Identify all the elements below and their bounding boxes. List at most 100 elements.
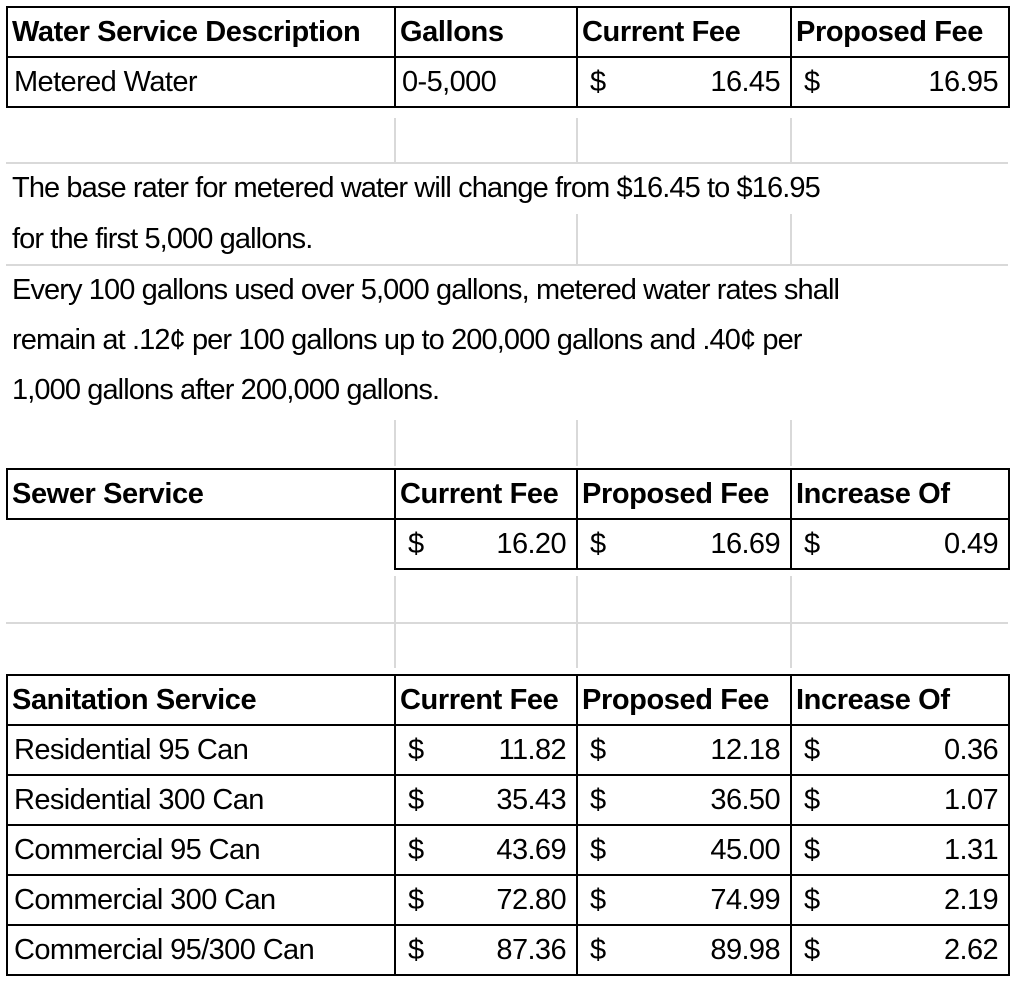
- gridline: [394, 576, 396, 668]
- gridline: [394, 118, 396, 164]
- amount: 16.95: [928, 66, 998, 98]
- proposed-fee-cell[interactable]: $36.50: [576, 774, 792, 826]
- service-name-cell[interactable]: Residential 95 Can: [6, 724, 396, 776]
- currency-symbol: $: [590, 66, 606, 98]
- gridline: [6, 264, 1008, 266]
- table-row: Metered Water 0-5,000 $16.45 $16.95: [6, 56, 1010, 108]
- table-row: Commercial 95/300 Can $87.36 $89.98 $2.6…: [6, 924, 1010, 976]
- currency-symbol: $: [590, 784, 606, 816]
- service-name-cell[interactable]: Commercial 300 Can: [6, 874, 396, 926]
- note-line: remain at .12¢ per 100 gallons up to 200…: [12, 324, 802, 356]
- table-row: Commercial 95 Can $43.69 $45.00 $1.31: [6, 824, 1010, 876]
- proposed-fee-cell[interactable]: $12.18: [576, 724, 792, 776]
- currency-symbol: $: [408, 834, 424, 866]
- sewer-service-table: Sewer Service Current Fee Proposed Fee I…: [6, 468, 1010, 570]
- note-line: The base rater for metered water will ch…: [12, 172, 821, 204]
- header-cell[interactable]: Increase Of: [790, 468, 1010, 520]
- sanitation-service-table: Sanitation Service Current Fee Proposed …: [6, 674, 1010, 976]
- amount: 87.36: [496, 934, 566, 966]
- proposed-fee-cell[interactable]: $16.95: [790, 56, 1010, 108]
- amount: 36.50: [710, 784, 780, 816]
- amount: 74.99: [710, 884, 780, 916]
- table-header-row: Sanitation Service Current Fee Proposed …: [6, 674, 1010, 726]
- header-cell[interactable]: Proposed Fee: [576, 674, 792, 726]
- service-name-cell[interactable]: Residential 300 Can: [6, 774, 396, 826]
- currency-symbol: $: [590, 834, 606, 866]
- header-cell[interactable]: Sanitation Service: [6, 674, 396, 726]
- amount: 16.45: [710, 66, 780, 98]
- header-cell[interactable]: Current Fee: [576, 6, 792, 58]
- currency-symbol: $: [408, 784, 424, 816]
- currency-symbol: $: [804, 784, 820, 816]
- amount: 35.43: [496, 784, 566, 816]
- gridline: [576, 214, 578, 266]
- proposed-fee-cell[interactable]: $45.00: [576, 824, 792, 876]
- table-row: Commercial 300 Can $72.80 $74.99 $2.19: [6, 874, 1010, 926]
- header-cell[interactable]: Increase Of: [790, 674, 1010, 726]
- currency-symbol: $: [590, 528, 606, 560]
- header-cell[interactable]: Gallons: [394, 6, 578, 58]
- currency-symbol: $: [804, 528, 820, 560]
- increase-cell[interactable]: $0.49: [790, 518, 1010, 570]
- current-fee-cell[interactable]: $35.43: [394, 774, 578, 826]
- increase-cell[interactable]: $2.19: [790, 874, 1010, 926]
- table-header-row: Water Service Description Gallons Curren…: [6, 6, 1010, 58]
- proposed-fee-cell[interactable]: $74.99: [576, 874, 792, 926]
- currency-symbol: $: [804, 884, 820, 916]
- current-fee-cell[interactable]: $72.80: [394, 874, 578, 926]
- header-cell[interactable]: Current Fee: [394, 674, 578, 726]
- current-fee-cell[interactable]: $43.69: [394, 824, 578, 876]
- gridline: [6, 622, 1008, 624]
- header-cell[interactable]: Water Service Description: [6, 6, 396, 58]
- currency-symbol: $: [408, 528, 424, 560]
- gridline: [790, 420, 792, 466]
- amount: 1.07: [943, 784, 999, 816]
- currency-symbol: $: [804, 934, 820, 966]
- gridline: [790, 214, 792, 266]
- service-name-cell[interactable]: Commercial 95 Can: [6, 824, 396, 876]
- current-fee-cell[interactable]: $16.45: [576, 56, 792, 108]
- currency-symbol: $: [408, 934, 424, 966]
- currency-symbol: $: [804, 834, 820, 866]
- amount: 2.62: [943, 934, 999, 966]
- current-fee-cell[interactable]: $11.82: [394, 724, 578, 776]
- currency-symbol: $: [408, 884, 424, 916]
- increase-cell[interactable]: $1.07: [790, 774, 1010, 826]
- currency-symbol: $: [590, 734, 606, 766]
- water-service-table: Water Service Description Gallons Curren…: [6, 6, 1010, 108]
- gridline: [576, 420, 578, 466]
- amount: 45.00: [710, 834, 780, 866]
- note-line: for the first 5,000 gallons.: [12, 223, 313, 255]
- increase-cell[interactable]: $2.62: [790, 924, 1010, 976]
- header-cell[interactable]: Sewer Service: [6, 468, 396, 520]
- currency-symbol: $: [804, 734, 820, 766]
- current-fee-cell[interactable]: $87.36: [394, 924, 578, 976]
- table-row: Residential 95 Can $11.82 $12.18 $0.36: [6, 724, 1010, 776]
- currency-symbol: $: [590, 934, 606, 966]
- amount: 11.82: [498, 734, 567, 766]
- gallons-cell[interactable]: 0-5,000: [394, 56, 578, 108]
- amount: 89.98: [710, 934, 780, 966]
- increase-cell[interactable]: $0.36: [790, 724, 1010, 776]
- header-cell[interactable]: Current Fee: [394, 468, 578, 520]
- gridline: [790, 118, 792, 164]
- amount: 0.49: [943, 528, 999, 560]
- increase-cell[interactable]: $1.31: [790, 824, 1010, 876]
- gridline: [576, 576, 578, 668]
- amount: 16.20: [496, 528, 566, 560]
- amount: 12.18: [710, 734, 780, 766]
- proposed-fee-cell[interactable]: $16.69: [576, 518, 792, 570]
- service-description-cell[interactable]: Metered Water: [6, 56, 396, 108]
- table-row: $16.20 $16.69 $0.49: [7, 518, 1010, 570]
- current-fee-cell[interactable]: $16.20: [394, 518, 578, 570]
- table-row: Residential 300 Can $35.43 $36.50 $1.07: [6, 774, 1010, 826]
- amount: 72.80: [496, 884, 566, 916]
- header-cell[interactable]: Proposed Fee: [576, 468, 792, 520]
- proposed-fee-cell[interactable]: $89.98: [576, 924, 792, 976]
- header-cell[interactable]: Proposed Fee: [790, 6, 1010, 58]
- note-line: Every 100 gallons used over 5,000 gallon…: [12, 274, 840, 306]
- amount: 16.69: [710, 528, 780, 560]
- service-name-cell[interactable]: Commercial 95/300 Can: [6, 924, 396, 976]
- note-line: 1,000 gallons after 200,000 gallons.: [12, 374, 440, 406]
